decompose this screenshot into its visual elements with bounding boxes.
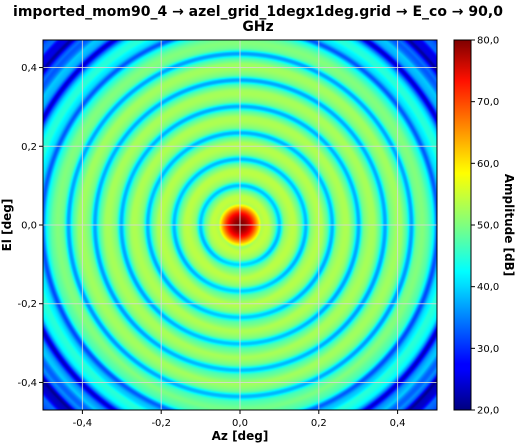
x-axis-label: Az [deg] [212,429,269,443]
plot-area: -0,4 -0,2 0,0 0,2 0,4 0,4 0,2 0,0 -0,2 -0,4 [17,39,438,429]
colorbar-tick-label: 30,0 [477,344,499,355]
colorbar-tick-label: 20,0 [477,406,499,417]
colorbar-tick-label: 40,0 [477,282,499,293]
y-axis-ticks: 0,4 0,2 0,0 -0,2 -0,4 [17,63,43,389]
y-tick-label: 0,0 [21,221,37,232]
y-tick-label: -0,2 [17,299,37,310]
colorbar-tick-label: 80,0 [477,36,499,47]
colorbar-gradient [453,39,472,411]
x-tick-label: 0,2 [311,418,327,429]
chart-title-line-2: GHz [242,19,273,35]
x-tick-label: -0,2 [151,418,171,429]
x-axis-ticks: -0,4 -0,2 0,0 0,2 0,4 [73,410,406,429]
colorbar-tick-label: 50,0 [477,221,499,232]
y-tick-label: 0,4 [21,63,37,74]
colorbar-label: Amplitude [dB] [502,174,516,277]
y-axis-label: El [deg] [0,199,14,252]
y-tick-label: 0,2 [21,142,37,153]
y-tick-label: -0,4 [17,378,37,389]
x-tick-label: 0,0 [232,418,248,429]
grid-lines [43,40,437,410]
colorbar-tick-label: 60,0 [477,159,499,170]
x-tick-label: -0,4 [73,418,93,429]
colorbar-tick-label: 70,0 [477,97,499,108]
chart-title-line-1: imported_mom90_4 → azel_grid_1degx1deg.g… [13,4,503,20]
colorbar: 80,0 70,0 60,0 50,0 40,0 30,0 20,0 [453,36,499,417]
x-tick-label: 0,4 [390,418,406,429]
colorbar-ticks: 80,0 70,0 60,0 50,0 40,0 30,0 20,0 [471,36,499,417]
